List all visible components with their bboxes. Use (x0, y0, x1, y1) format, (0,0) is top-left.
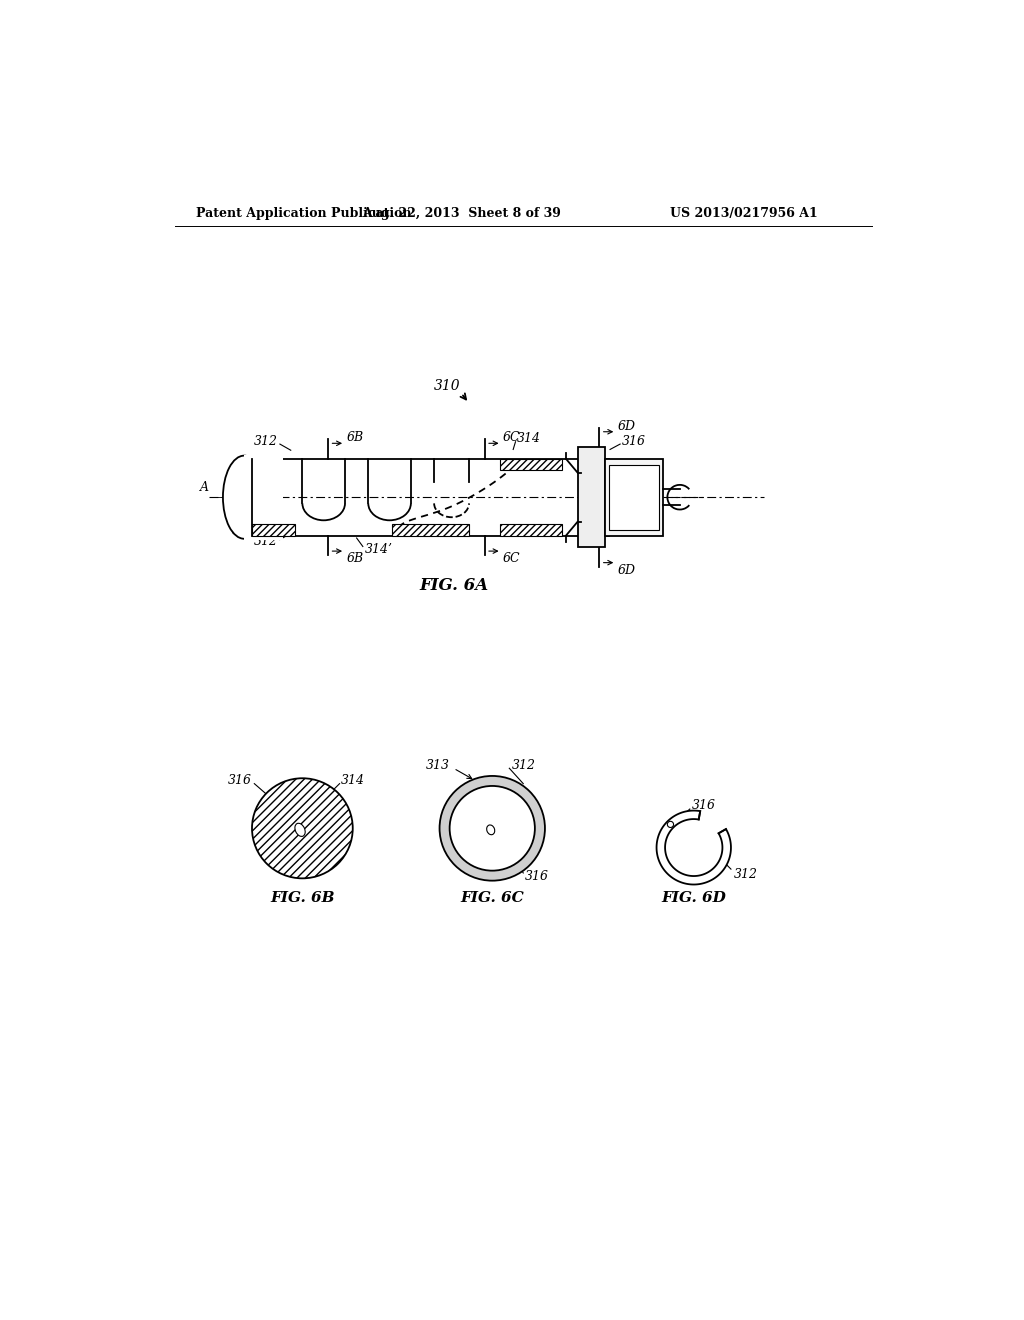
Text: 6C: 6C (503, 432, 521, 445)
Bar (604, 459, 663, 536)
Text: FIG. 6D: FIG. 6D (662, 891, 726, 904)
Text: FIG. 6C: FIG. 6C (461, 891, 524, 904)
Text: 312: 312 (512, 759, 536, 772)
Text: 6D: 6D (617, 564, 636, 577)
Bar (500, 524, 562, 536)
Ellipse shape (223, 455, 265, 539)
Bar (245, 455, 283, 540)
Text: 6C: 6C (503, 552, 521, 565)
Bar (252, 524, 295, 536)
Circle shape (252, 779, 352, 878)
Ellipse shape (486, 825, 495, 834)
Text: 314’: 314’ (365, 543, 392, 556)
Text: 313: 313 (426, 759, 450, 772)
Ellipse shape (295, 824, 305, 837)
Text: Aug. 22, 2013  Sheet 8 of 39: Aug. 22, 2013 Sheet 8 of 39 (361, 207, 561, 220)
Text: 314: 314 (341, 774, 366, 787)
Text: d: d (237, 510, 245, 523)
Circle shape (450, 785, 535, 871)
Text: A: A (201, 482, 209, 495)
Text: FIG. 6B: FIG. 6B (270, 891, 335, 904)
Text: 312: 312 (254, 536, 278, 548)
Text: 312: 312 (254, 436, 278, 449)
Circle shape (668, 821, 674, 828)
Bar (578, 447, 604, 548)
Text: US 2013/0217956 A1: US 2013/0217956 A1 (671, 207, 818, 220)
Text: 6B: 6B (346, 432, 364, 445)
Text: 310: 310 (434, 379, 461, 392)
Bar (608, 465, 658, 529)
Bar (391, 524, 469, 536)
Polygon shape (656, 810, 731, 884)
Bar (500, 459, 562, 470)
Text: 6B: 6B (346, 552, 364, 565)
Text: FIG. 6A: FIG. 6A (419, 577, 488, 594)
Text: 314: 314 (517, 432, 541, 445)
Text: 316: 316 (692, 799, 716, 812)
Circle shape (439, 776, 545, 880)
Text: 316: 316 (622, 436, 646, 449)
Text: 316: 316 (228, 774, 252, 787)
Text: 316: 316 (524, 870, 549, 883)
Text: 6D: 6D (617, 420, 636, 433)
Text: Patent Application Publication: Patent Application Publication (197, 207, 412, 220)
Text: 312: 312 (734, 869, 758, 880)
